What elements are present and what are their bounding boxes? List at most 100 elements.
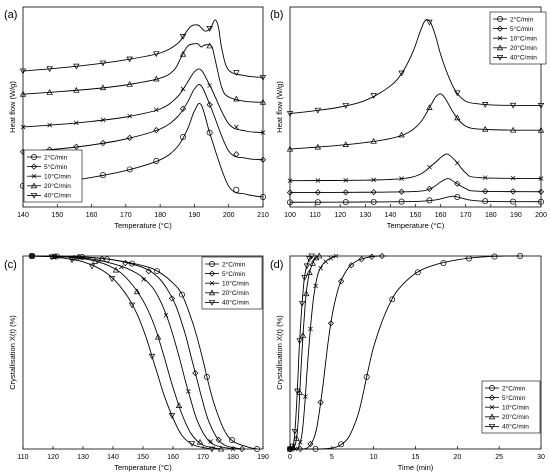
series-marker [303,394,308,399]
series-marker [297,439,303,445]
legend-marker [488,423,496,430]
series-marker [454,90,461,97]
series-marker [153,158,160,164]
series-marker [314,107,322,114]
series-marker [230,446,236,452]
series-marker [126,134,133,141]
series-marker [298,301,306,307]
series-marker [46,66,53,73]
series-marker [426,197,433,204]
legend-marker [30,163,38,170]
legend-label: 10°C/min [222,280,249,288]
legend-label: 20°C/min [222,289,249,297]
series-marker [414,269,421,276]
series-marker [363,373,370,380]
series-marker [389,296,396,303]
legend-label: 20°C/min [510,44,537,52]
series-marker [73,63,80,70]
x-tick-label: 130 [359,212,371,219]
x-tick-label: 160 [167,454,179,461]
panel-2: (c) 110 120 130 140 150 160 170 180 190 Temperatur… [4,252,269,472]
series-marker [294,388,301,395]
series-marker [154,268,160,275]
series-marker [342,141,349,148]
series-marker [399,176,404,181]
series-marker [426,19,433,26]
legend-label: 40°C/min [44,192,71,200]
series-x [287,153,544,184]
legend-marker [489,404,495,410]
series-marker [303,290,310,297]
series-marker [259,74,267,81]
panel-label: (c) [4,259,17,271]
series-marker [168,413,176,419]
series-marker [509,102,517,109]
series-marker [338,441,345,448]
series-line [289,178,542,193]
series-marker [153,51,160,58]
series-marker [259,156,267,163]
y-axis-label: Crystallisation X(t) (%) [8,315,17,390]
legend-label: 20°C/min [502,413,529,421]
legend-marker [496,54,504,61]
series-line [289,93,542,150]
series-marker [133,288,141,295]
series-marker [297,445,304,453]
series-marker [20,124,26,130]
legend-label: 5°C/min [222,270,246,278]
series-marker [537,188,545,195]
series-marker [306,256,313,263]
x-tick-label: 170 [120,212,132,219]
x-tick-label: 150 [137,454,149,461]
series-line [22,19,264,78]
series-marker [112,266,120,273]
series-marker [454,194,461,201]
series-marker [46,89,53,95]
x-tick-label: 180 [154,212,166,219]
series-marker [100,117,106,123]
legend-marker [208,289,216,296]
series-marker [49,253,57,259]
series-marker [308,326,313,332]
series-marker [286,446,294,453]
x-tick-label: 110 [310,212,321,219]
series-marker [238,445,246,453]
x-tick-label: 100 [284,212,296,219]
panel-label: (a) [4,9,17,21]
series-marker [323,259,329,265]
x-tick-label: 5 [330,454,334,461]
panel-0: (a) 140 150 160 170 180 190 200 210 Temperature (… [4,6,269,230]
series-marker [482,101,489,108]
series-marker [286,189,294,196]
x-tick-label: 140 [107,454,119,461]
x-tick-label: 30 [537,454,545,461]
series-marker [163,312,169,318]
series-marker [108,276,116,283]
series-marker [287,178,293,184]
x-axis-label: Time (min) [398,463,434,472]
x-tick-label: 10 [370,454,378,461]
series-marker [127,113,132,119]
legend-label: 2°C/min [502,384,526,392]
series-marker [482,175,488,180]
series-triangle-up [19,42,267,105]
series-line [289,255,337,450]
series-marker [254,446,260,452]
series-line [31,255,234,450]
series-marker [73,86,80,93]
series-marker [145,268,152,275]
x-tick-label: 210 [257,212,269,219]
x-tick-label: 150 [51,212,63,219]
legend-label: 10°C/min [502,404,529,412]
series-triangle-down [28,253,216,453]
x-tick-label: 20 [453,454,461,461]
x-tick-label: 140 [385,212,397,219]
series-marker [313,283,318,289]
series-marker [299,332,307,338]
series-marker [440,260,447,267]
series-marker [454,180,461,187]
series-line [289,153,542,182]
series-marker [207,83,212,88]
series-marker [315,178,321,183]
